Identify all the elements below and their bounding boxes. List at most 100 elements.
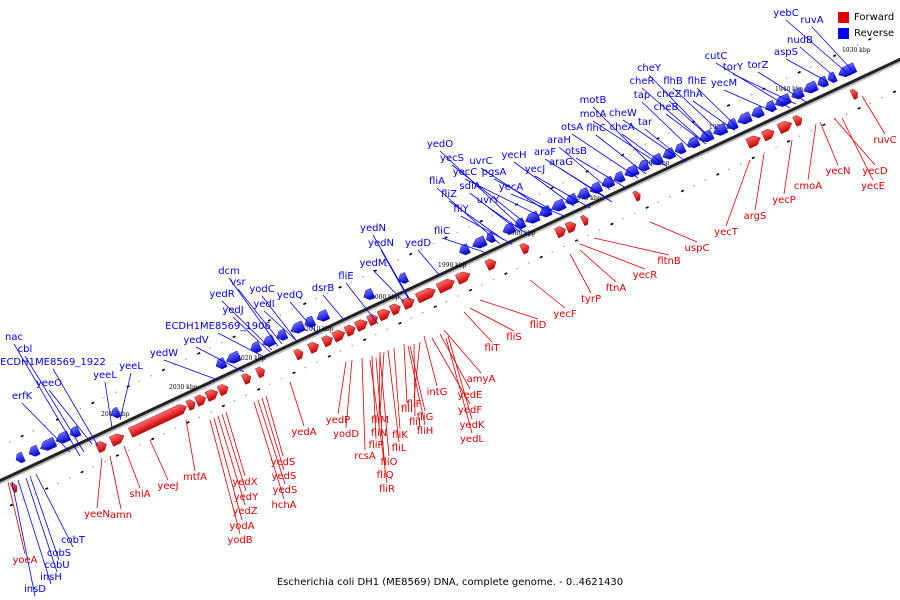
forward-gene-label: fliN [371,428,388,439]
forward-gene-label: yedP [326,415,350,426]
reverse-gene-arrow [774,93,792,107]
scale-tick [574,239,579,242]
reverse-gene-arrow [276,328,289,341]
scale-tick [8,441,11,443]
reverse-gene-arrow [539,205,553,218]
gene-leader-line [253,401,285,500]
gene-leader-line [195,346,245,373]
scale-tick [398,321,402,325]
gene-leader-line [441,237,485,253]
ruler-tick-label: 1940 kbp [775,86,804,93]
gene-leader-line [723,89,775,113]
reverse-gene-arrow [674,142,687,155]
gene-leader-line [447,335,473,420]
reverse-gene-label: uvrC [469,156,492,167]
gene-leader-line [443,329,482,374]
gene-leader-line [393,347,401,430]
forward-gene-label: fliG [417,412,434,423]
reverse-gene-label: yedQ [277,290,303,301]
reverse-gene-label: yedR [209,289,234,300]
scale-tick [550,186,554,190]
gene-leader-line [648,74,711,139]
reverse-gene-arrow [838,62,858,78]
scale-tick [79,407,82,410]
gene-leader-line [560,168,613,203]
gene-leader-line [819,121,839,166]
scale-tick [267,318,272,322]
forward-gene-arrow [307,341,319,354]
gene-leader-line [322,294,345,321]
gene-leader-line [35,473,74,548]
scale-tick [150,374,152,377]
legend-forward-label: Forward [854,11,895,23]
forward-gene-label: yoeA [12,555,37,566]
gene-leader-line [403,343,408,404]
reverse-gene-label: ECDH1ME8569_1906 [165,321,271,332]
gene-leader-line [513,161,575,207]
forward-gene-label: fliI [401,404,413,415]
forward-gene-arrow [376,308,391,322]
scale-tick [279,314,282,316]
legend-item-reverse: Reverse [838,25,894,41]
ruler-tick-label: 2010 kbp [305,326,334,333]
gene-leader-line [372,234,411,301]
scale-tick [563,245,566,248]
gene-leader-line [569,253,592,294]
gene-leader-line [379,351,385,415]
reverse-gene-label: tar [638,117,653,128]
scale-tick [20,434,24,438]
gene-leader-line [423,335,438,387]
reverse-gene-arrow [817,75,830,88]
forward-gene-label: fliD [530,320,547,331]
forward-gene-label: rcsA [354,451,376,462]
gene-leader-line [96,457,103,509]
scale-tick [516,267,518,270]
scale-tick [644,143,647,146]
reverse-gene-label: aspS [774,47,798,58]
scale-tick [809,66,812,68]
scale-tick [351,344,354,347]
gene-leader-line [213,417,243,521]
scale-tick [715,110,718,113]
scale-tick [562,181,565,184]
scale-tick [751,156,755,160]
reverse-gene-label: cheA [610,122,635,133]
reverse-gene-label: motA [580,109,607,120]
scale-tick [632,148,635,151]
reverse-gene-label: yedN [368,238,394,249]
forward-gene-label: ruvC [873,135,896,146]
reverse-gene-arrow [514,217,527,230]
scale-tick [280,377,283,380]
scale-tick [892,90,897,94]
gene-leader-line [375,357,386,470]
reverse-gene-label: yecM [711,78,737,89]
scale-tick [774,82,776,85]
reverse-gene-arrow [15,451,26,464]
gene-leader-line [431,337,471,405]
gene-leader-line [52,368,99,447]
reverse-gene-arrow [459,243,471,256]
reverse-gene-label: yeeL [119,361,143,372]
forward-gene-label: yecN [825,166,850,177]
figure-caption: Escherichia coli DH1 (ME8569) DNA, compl… [276,577,624,588]
legend: Forward Reverse [838,9,894,41]
forward-gene-arrow [632,190,641,202]
forward-gene-arrow [108,433,125,447]
scale-tick [598,228,601,231]
gene-leader-line [163,359,219,381]
gene-leader-line [104,381,113,429]
gene-leader-line [592,120,657,163]
scale-tick [775,146,777,149]
forward-gene-arrow [580,215,589,226]
forward-gene-arrow [293,348,304,361]
genome-axis [0,57,900,483]
scale-tick [102,396,105,399]
scale-tick [504,272,508,275]
scale-tick [385,264,388,267]
forward-gene-label: yedS [272,471,297,482]
gene-leader-line [221,300,273,351]
gene-leader-line [692,100,735,131]
ruler-tick-label: 1980 kbp [507,230,536,237]
reverse-gene-label: yeeO [36,378,62,389]
